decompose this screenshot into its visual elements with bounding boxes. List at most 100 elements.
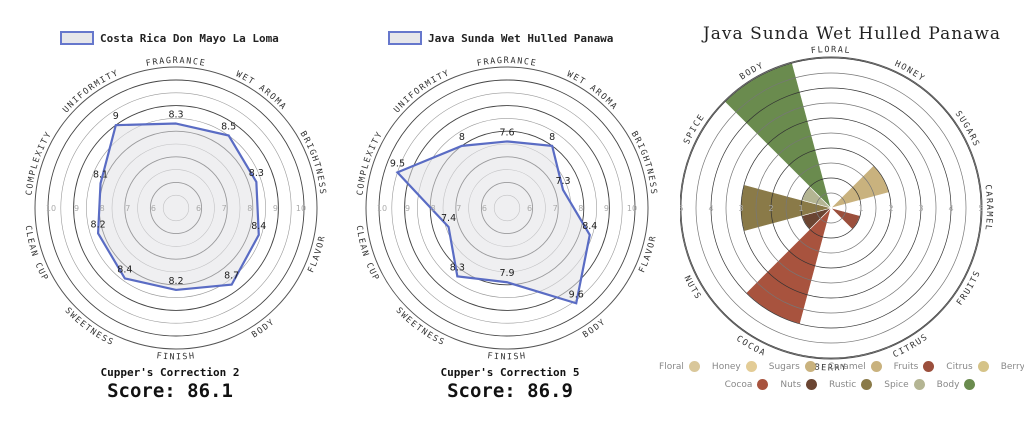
score: Score: 86.9 [447, 380, 573, 402]
legend-label: Sugars [768, 361, 800, 372]
radar-tick-label: 10 [627, 204, 637, 213]
radar-chart-java: 6 6 7 7 8 8 9 9 10 10 7.6 8 7.3 8.4 9.6 7.9 8.3 7.4 9.5 8 FR… [354, 56, 658, 362]
polar-tick-label: 1 [798, 204, 803, 213]
radar-value-label: 9.6 [569, 289, 584, 300]
radar-value-label: 8.1 [93, 169, 108, 180]
polar-tick-label: 5 [680, 204, 684, 213]
radar-category-label: UNIFORMITY [61, 68, 121, 115]
radar-grid-ring [404, 105, 610, 311]
radar-grid-ring [86, 118, 266, 298]
radar-category-label: UNIFORMITY [392, 68, 452, 115]
legend-swatch [388, 31, 422, 45]
polar-category-label: CARAMEL [982, 184, 994, 232]
radar-value-label: 8.2 [91, 219, 106, 230]
radar-grid-ring [73, 105, 279, 311]
radar-tick-label: 10 [377, 204, 387, 213]
polar-tick-label: 3 [918, 204, 923, 213]
polar-grid-ring [800, 177, 862, 239]
polar-grid-ring [815, 192, 847, 224]
radar-category-label: BODY [250, 317, 277, 341]
radar-tick-label: 7 [125, 204, 130, 213]
radar-grid-ring [60, 92, 292, 324]
radar-tick-label: 6 [196, 204, 201, 213]
radar-series-polygon [96, 122, 260, 292]
radar-value-label: 8.3 [168, 110, 183, 121]
legend-item-sugars[interactable]: Sugars [769, 361, 820, 372]
radar-tick-label: 7 [222, 204, 227, 213]
score: Score: 86.1 [107, 380, 233, 402]
legend-item-rustic[interactable]: Rustic [829, 379, 876, 390]
legend-dot [745, 361, 757, 372]
polar-tick-label: 4 [948, 204, 953, 213]
legend-dot [806, 379, 818, 390]
cupper-correction: Cupper's Correction 5 [440, 366, 580, 379]
radar-value-label: 8.3 [450, 262, 465, 273]
radar-tick-label: 10 [296, 204, 306, 213]
legend-dot [804, 361, 816, 372]
polar-category-label: COCOA [734, 334, 767, 359]
legend-item-body[interactable]: Body [937, 379, 980, 390]
flavor-panel-java: Java Sunda Wet Hulled Panawa 1 1 2 2 3 3 4 4 5 5 F… [659, 0, 1024, 428]
legend-item-cocoa[interactable]: Cocoa [725, 379, 773, 390]
legend-item-citrus[interactable]: Citrus [946, 361, 992, 372]
radar-value-label: 8 [459, 132, 465, 143]
polar-grid-ring [755, 132, 907, 284]
radar-value-label: 7.4 [441, 213, 456, 224]
legend-row: Floral Honey Sugars Caramel Fruits Citrus Berr… [659, 361, 1024, 372]
legend-item-floral[interactable]: Floral [659, 361, 704, 372]
legend-label: Java Sunda Wet Hulled Panawa [428, 31, 614, 45]
radar-value-label: 8 [549, 132, 555, 143]
legend-item-honey[interactable]: Honey [712, 361, 761, 372]
legend-dot [688, 361, 700, 372]
legend-java[interactable]: Java Sunda Wet Hulled Panawa [388, 31, 613, 45]
polar-category-label: BERRY [814, 363, 848, 374]
polar-tick-label: 3 [738, 204, 743, 213]
radar-grid-ring [378, 79, 636, 337]
radar-outer-ring [34, 66, 318, 350]
radar-category-label: CLEAN CUP [354, 225, 381, 284]
radar-value-label: 8.5 [221, 122, 236, 133]
legend-costa-rica[interactable]: Costa Rica Don Mayo La Loma [60, 31, 279, 45]
radar-tick-label: 6 [482, 204, 487, 213]
radar-value-label: 8.3 [249, 168, 264, 179]
radar-category-label: SWEETNESS [63, 306, 116, 348]
radar-tick-label: 7 [456, 204, 461, 213]
radar-value-label: 9.5 [390, 158, 405, 169]
polar-grid-ring [785, 162, 877, 254]
legend-label: Caramel [827, 361, 866, 372]
radar-value-label: 8.7 [224, 271, 239, 282]
legend-label: Floral [659, 361, 684, 372]
radar-tick-label: 9 [405, 204, 410, 213]
legend-item-spice[interactable]: Spice [884, 379, 928, 390]
radar-tick-label: 8 [578, 204, 583, 213]
radar-tick-label: 6 [151, 204, 156, 213]
radar-grid-ring [391, 92, 623, 324]
legend-item-berry[interactable]: Berry [1001, 361, 1024, 372]
legend-label: Nuts [780, 379, 802, 390]
chart-title: Java Sunda Wet Hulled Panawa [702, 24, 1002, 44]
radar-panel-costa-rica: Costa Rica Don Mayo La Loma 6 6 7 7 8 8 9 9 10 10… [0, 0, 340, 428]
legend-item-nuts[interactable]: Nuts [780, 379, 821, 390]
legend-dot [913, 379, 925, 390]
radar-tick-label: 9 [74, 204, 79, 213]
legend-dot [977, 361, 989, 372]
radar-chart-costa-rica: 6 6 7 7 8 8 9 9 10 10 8.3 8.5 8.3 8.4 8.7 8.2 8.4 8.2 8.1 9… [23, 56, 327, 362]
radar-value-label: 8.4 [582, 221, 597, 232]
legend-label: Citrus [946, 361, 973, 372]
legend-label: Cocoa [724, 379, 753, 390]
radar-value-label: 8.2 [168, 276, 183, 287]
polar-category-label: FLORAL [810, 45, 851, 56]
legend-item-caramel[interactable]: Caramel [828, 361, 886, 372]
polar-tick-label: 2 [888, 204, 893, 213]
polar-tick-label: 4 [708, 204, 713, 213]
radar-value-label: 7.9 [499, 268, 514, 279]
polar-area-chart: 1 12 23 34 45 5FLORALHONEYSUGARSCARAMELFRUITS… [680, 45, 994, 374]
legend-dot [870, 361, 882, 372]
radar-tick-label: 8 [431, 204, 436, 213]
legend-item-fruits[interactable]: Fruits [894, 361, 939, 372]
legend-label: Rustic [829, 379, 857, 390]
radar-category-label: BODY [581, 317, 608, 341]
radar-series-polygon [395, 140, 591, 305]
legend-label: Body [936, 379, 960, 390]
polar-grid-ring [740, 117, 922, 299]
